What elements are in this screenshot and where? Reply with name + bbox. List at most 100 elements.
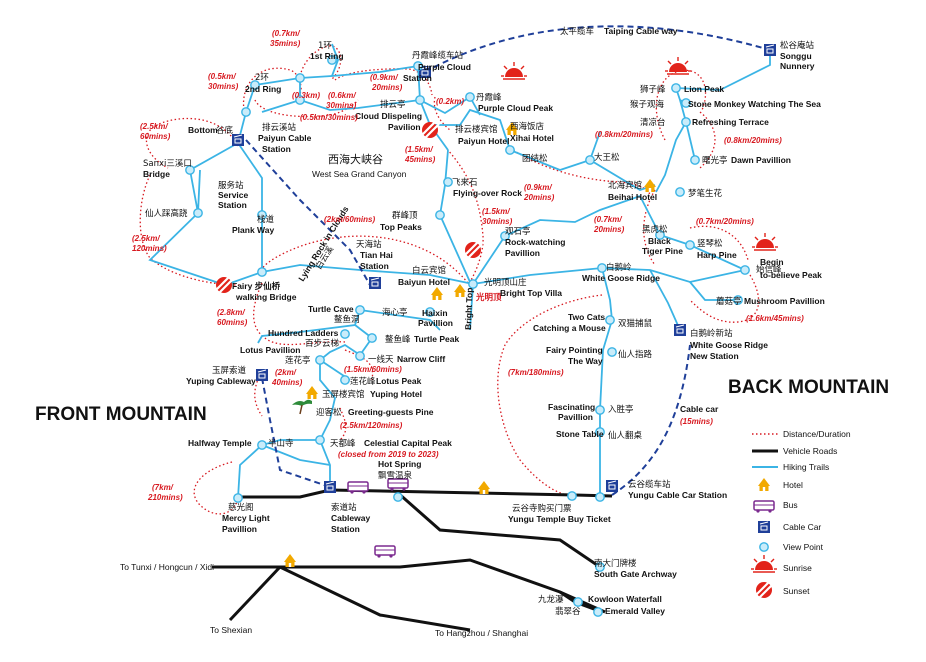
svg-text:View Point: View Point — [783, 542, 824, 552]
svg-text:Cable Car: Cable Car — [783, 522, 821, 532]
svg-text:(0.8km/20mins): (0.8km/20mins) — [595, 130, 653, 139]
svg-text:北海宾馆: 北海宾馆 — [608, 180, 642, 191]
svg-text:迎客松: 迎客松 — [316, 407, 342, 418]
svg-text:西海饭店: 西海饭店 — [510, 121, 545, 132]
svg-text:Sunset: Sunset — [783, 586, 810, 596]
svg-text:丹霞峰缆车站: 丹霞峰缆车站 — [412, 50, 464, 61]
bright-top-cn: 光明顶 — [475, 292, 502, 303]
svg-text:to-believe Peak: to-believe Peak — [760, 270, 822, 280]
svg-text:(1.6km/45mins): (1.6km/45mins) — [746, 314, 804, 323]
svg-text:白云宾馆: 白云宾馆 — [412, 265, 446, 276]
svg-text:Hot Spring: Hot Spring — [378, 459, 421, 469]
svg-text:(1.5km/: (1.5km/ — [405, 145, 433, 154]
back-mountain-title: BACK MOUNTAIN — [728, 377, 889, 398]
svg-text:云谷缆车站: 云谷缆车站 — [628, 479, 671, 490]
svg-text:黑虎松: 黑虎松 — [642, 224, 668, 235]
svg-text:2nd Ring: 2nd Ring — [245, 84, 281, 94]
svg-text:Harp Pine: Harp Pine — [697, 250, 737, 260]
svg-text:(0.9km/: (0.9km/ — [524, 183, 552, 192]
svg-text:猴子观海: 猴子观海 — [630, 99, 665, 110]
svg-text:Bridge: Bridge — [143, 169, 170, 179]
svg-text:Vehicle Roads: Vehicle Roads — [783, 446, 837, 456]
svg-text:(0.7km/: (0.7km/ — [272, 29, 300, 38]
hotel-icon — [478, 481, 490, 494]
sunset-icon — [462, 239, 484, 261]
svg-text:To Hangzhou / Shanghai: To Hangzhou / Shanghai — [435, 628, 528, 638]
svg-text:(2.8km/: (2.8km/ — [217, 308, 245, 317]
svg-text:South Gate Archway: South Gate Archway — [594, 569, 677, 579]
svg-text:(0.6km/: (0.6km/ — [328, 91, 356, 100]
cablecar-label: Cable car — [680, 404, 719, 414]
svg-text:Haixin: Haixin — [422, 308, 448, 318]
svg-text:Two Cats: Two Cats — [568, 312, 605, 322]
svg-text:Lotus Peak: Lotus Peak — [376, 376, 422, 386]
svg-text:Halfway Temple: Halfway Temple — [188, 438, 252, 448]
svg-text:(7km/: (7km/ — [152, 483, 174, 492]
cablecar-icon — [368, 276, 382, 290]
svg-text:Paiyun Hotel: Paiyun Hotel — [458, 136, 509, 146]
svg-text:半山寺: 半山寺 — [268, 438, 294, 449]
svg-text:1环: 1环 — [318, 41, 332, 51]
svg-text:排云楼宾馆: 排云楼宾馆 — [455, 124, 498, 135]
svg-text:1st Ring: 1st Ring — [310, 51, 344, 61]
viewpoint-icon — [759, 542, 769, 552]
svg-text:南大门牌楼: 南大门牌楼 — [594, 558, 637, 569]
svg-text:Station: Station — [218, 200, 247, 210]
svg-text:The Way: The Way — [568, 356, 603, 366]
svg-text:Beihai Hotel: Beihai Hotel — [608, 192, 657, 202]
svg-text:Nunnery: Nunnery — [780, 61, 815, 71]
sunrise-icon — [750, 554, 778, 573]
svg-text:Yungu Cable Car Station: Yungu Cable Car Station — [628, 490, 727, 500]
svg-text:(2.5km/: (2.5km/ — [140, 122, 168, 131]
svg-text:(0.2km): (0.2km) — [436, 97, 464, 106]
svg-text:Pavillion: Pavillion — [558, 412, 593, 422]
svg-text:Distance/Duration: Distance/Duration — [783, 429, 851, 439]
hotel-icon — [284, 554, 296, 567]
svg-text:(0.7km/20mins): (0.7km/20mins) — [696, 217, 754, 226]
svg-text:Bright Top Villa: Bright Top Villa — [500, 288, 562, 298]
svg-text:排云亭: 排云亭 — [380, 99, 406, 110]
svg-text:云谷寺购买门票: 云谷寺购买门票 — [512, 503, 572, 514]
svg-text:(0.3km): (0.3km) — [292, 91, 320, 100]
svg-text:天都峰: 天都峰 — [330, 438, 356, 449]
svg-text:梦笔生花: 梦笔生花 — [688, 188, 723, 199]
cablecar-icon — [605, 479, 619, 493]
svg-text:(2.5km/120mins): (2.5km/120mins) — [340, 421, 403, 430]
svg-text:Catching a Mouse: Catching a Mouse — [533, 323, 606, 333]
cablecar-icon — [763, 43, 777, 57]
svg-text:Rock-watching: Rock-watching — [505, 237, 565, 247]
svg-text:210mins): 210mins) — [147, 493, 183, 502]
svg-text:Tiger Pine: Tiger Pine — [642, 246, 683, 256]
svg-text:大王松: 大王松 — [594, 152, 620, 163]
svg-text:Mercy Light: Mercy Light — [222, 513, 270, 523]
sunrise-icon — [664, 56, 692, 75]
svg-text:walking Bridge: walking Bridge — [235, 292, 297, 302]
svg-text:Hotel: Hotel — [783, 480, 803, 490]
svg-text:Yuping Cableway: Yuping Cableway — [186, 376, 256, 386]
hotel-icon — [644, 179, 656, 192]
svg-text:白鹅岭: 白鹅岭 — [606, 262, 632, 273]
svg-text:(0.9km/: (0.9km/ — [370, 73, 398, 82]
svg-text:观石亭: 观石亭 — [505, 226, 531, 237]
svg-text:翡翠谷: 翡翠谷 — [555, 606, 581, 617]
svg-text:入胜亭: 入胜亭 — [608, 404, 634, 415]
svg-text:飞来石: 飞来石 — [452, 178, 478, 188]
svg-text:慈光阁: 慈光阁 — [228, 502, 254, 513]
front-mountain-title: FRONT MOUNTAIN — [35, 404, 207, 425]
canyon-cn: 西海大峡谷 — [328, 152, 383, 166]
svg-text:服务站: 服务站 — [218, 180, 244, 191]
taiping-en: Taiping Cable way — [604, 26, 678, 36]
svg-text:Stone Table: Stone Table — [556, 429, 604, 439]
svg-text:Pavilion: Pavilion — [388, 122, 421, 132]
svg-text:To Shexian: To Shexian — [210, 625, 252, 635]
svg-text:Tian Hai: Tian Hai — [360, 250, 393, 260]
svg-text:(2km/: (2km/ — [275, 368, 297, 377]
svg-text:To Tunxi / Hongcun / Xidi: To Tunxi / Hongcun / Xidi — [120, 562, 214, 572]
svg-text:Emerald Valley: Emerald Valley — [605, 606, 665, 616]
svg-text:莲花峰: 莲花峰 — [350, 376, 376, 387]
hotel-icon — [758, 478, 770, 491]
svg-text:(1.5km/: (1.5km/ — [482, 207, 510, 216]
svg-text:排云溪站: 排云溪站 — [262, 122, 297, 133]
svg-text:Plank Way: Plank Way — [232, 225, 274, 235]
